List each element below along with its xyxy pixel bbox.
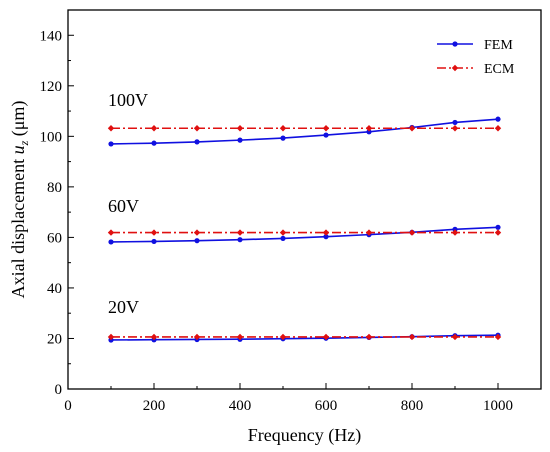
x-tick-label: 0 <box>64 398 72 414</box>
y-axis-title-var: u <box>8 145 28 154</box>
data-point <box>236 229 244 236</box>
data-point <box>236 125 244 132</box>
series-ecm-20v <box>107 333 502 341</box>
y-tick-label: 20 <box>47 331 62 347</box>
data-point <box>107 333 115 341</box>
data-point <box>494 229 502 236</box>
data-point <box>193 333 201 341</box>
data-point <box>108 141 114 147</box>
series-line <box>110 334 499 341</box>
data-point <box>408 229 416 236</box>
y-tick-label: 140 <box>40 28 63 44</box>
data-point <box>280 135 286 141</box>
data-point <box>365 333 373 341</box>
data-point <box>107 125 115 132</box>
y-tick-label: 120 <box>40 79 63 95</box>
data-point <box>322 333 330 341</box>
data-point <box>451 333 459 341</box>
data-point <box>151 140 157 146</box>
data-point <box>323 132 329 138</box>
data-point <box>365 229 373 236</box>
data-point <box>322 125 330 132</box>
data-point <box>150 125 158 132</box>
y-tick-label: 100 <box>40 129 63 145</box>
series-line <box>110 118 499 145</box>
axes: 0 200 400 600 800 1000 0 20 40 60 80 100 120 140 <box>40 9 542 414</box>
data-point <box>366 129 372 135</box>
data-point <box>193 229 201 236</box>
data-point <box>495 224 501 230</box>
data-point <box>452 226 458 232</box>
data-point <box>322 229 330 236</box>
series-fem-60v <box>108 224 501 245</box>
data-point <box>452 119 458 126</box>
data-point <box>279 229 287 236</box>
data-point <box>150 229 158 236</box>
data-point <box>495 116 501 122</box>
data-point <box>280 235 286 242</box>
data-point <box>237 137 243 143</box>
y-axis-title-unit: (μm) <box>8 101 29 141</box>
x-axis-title: Frequency (Hz) <box>248 425 361 446</box>
data-point <box>494 125 502 132</box>
data-point <box>323 234 329 240</box>
y-tick-label: 0 <box>55 382 63 398</box>
data-point <box>107 229 115 236</box>
x-tick-label: 1000 <box>483 398 513 414</box>
y-axis-title-sub: z <box>17 140 31 146</box>
voltage-label-60v: 60V <box>108 196 139 216</box>
data-point <box>236 333 244 341</box>
y-axis-title-main: Axial displacement <box>8 154 28 298</box>
y-axis-title: Axial displacement uz (μm) <box>8 101 31 299</box>
series-layer <box>107 116 502 343</box>
legend-label: FEM <box>484 38 513 53</box>
x-tick-label: 400 <box>229 398 252 414</box>
data-point <box>237 237 243 243</box>
data-point <box>365 125 373 132</box>
legend-marker <box>451 64 459 72</box>
y-tick-label: 40 <box>47 281 62 297</box>
data-point <box>151 238 157 245</box>
legend-label: ECM <box>484 62 515 77</box>
data-point <box>194 139 200 145</box>
series-ecm-60v <box>107 229 502 236</box>
legend-marker <box>452 41 458 47</box>
y-tick-label: 60 <box>47 230 62 246</box>
data-point <box>408 125 416 132</box>
data-point <box>451 229 459 236</box>
voltage-label-20v: 20V <box>108 297 139 317</box>
y-tick-label: 80 <box>47 180 62 196</box>
plot-frame <box>67 9 542 390</box>
data-point <box>408 333 416 341</box>
data-point <box>150 333 158 341</box>
data-point <box>451 125 459 132</box>
data-point <box>494 333 502 341</box>
x-tick-label: 800 <box>401 398 424 414</box>
annotations: 100V 60V 20V <box>108 90 148 317</box>
data-point <box>194 238 200 244</box>
voltage-label-100v: 100V <box>108 90 148 110</box>
legend-entry-fem: FEM <box>437 38 513 53</box>
data-point <box>193 125 201 132</box>
x-tick-label: 200 <box>143 398 166 414</box>
series-fem-100v <box>108 116 501 147</box>
legend: FEM ECM <box>437 38 515 77</box>
data-point <box>279 333 287 341</box>
series-ecm-100v <box>107 125 502 132</box>
x-tick-label: 600 <box>315 398 338 414</box>
data-point <box>279 125 287 132</box>
data-point <box>108 239 114 245</box>
legend-entry-ecm: ECM <box>437 62 515 77</box>
series-line <box>110 226 499 243</box>
